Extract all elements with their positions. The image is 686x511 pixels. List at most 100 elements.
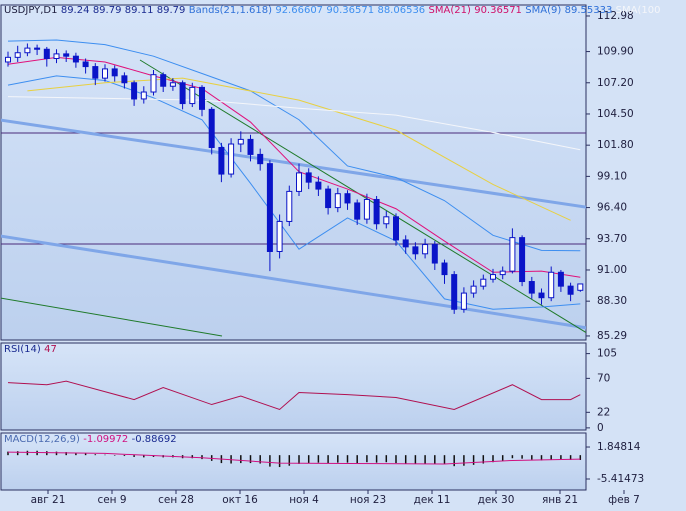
y-tick-label: 0 (597, 422, 604, 434)
y-tick-label: 99.10 (597, 170, 627, 182)
indicator-line (7, 451, 581, 465)
candle-body (53, 53, 60, 60)
candle-body (5, 56, 11, 63)
y-tick-label: 70 (597, 372, 610, 384)
candle-body (208, 108, 215, 148)
y-tick-label: 105 (597, 348, 617, 360)
macd-value: -1.09972 (83, 434, 128, 445)
candle-body (121, 75, 128, 84)
candle-body (160, 74, 167, 87)
y-tick-label: 93.70 (597, 233, 627, 245)
rsi-value: 47 (44, 344, 57, 355)
y-tick-label: 85.29 (597, 330, 627, 342)
main-panel (0, 4, 587, 341)
candle-body (72, 55, 79, 63)
y-tick-label: 109.90 (597, 46, 634, 58)
channel-line (1, 118, 586, 209)
candle-body (412, 246, 419, 255)
candle-body (140, 91, 147, 100)
y-tick-label: 107.20 (597, 77, 634, 89)
channel-line (1, 234, 586, 330)
bands-upper: 92.66607 (275, 5, 323, 16)
candle-body (296, 172, 302, 192)
candle-body (325, 188, 332, 209)
candle-body (169, 82, 176, 87)
x-tick-label: ноя 4 (289, 494, 319, 506)
candle-body (509, 237, 516, 272)
candle-body (131, 82, 138, 100)
x-tick-label: окт 16 (222, 494, 258, 506)
candle-body (92, 66, 99, 79)
open-value: 89.24 (61, 5, 90, 16)
rsi-header: RSI(14) 47 (4, 343, 57, 355)
signal-value: -0.88692 (132, 434, 177, 445)
indicator-line (7, 380, 581, 411)
candle-body (276, 220, 283, 252)
candle-body (43, 48, 50, 60)
candle-body (237, 138, 244, 145)
candle-body (393, 216, 399, 241)
rsi-label: RSI(14) (4, 344, 41, 355)
candle-body (354, 202, 361, 220)
bands-middle: 90.36571 (326, 5, 374, 16)
candle-body (266, 163, 273, 252)
y-tick-label: 88.30 (597, 295, 627, 307)
x-tick-label: сен 9 (97, 494, 126, 506)
y-tick-label: 101.80 (597, 139, 634, 151)
candle-body (315, 181, 322, 190)
x-tick-label: янв 21 (542, 494, 578, 506)
indicator-line (7, 39, 581, 252)
candle-body (499, 270, 506, 276)
trend-line (1, 297, 223, 337)
candle-body (567, 285, 574, 295)
plot-layer: 85.29 88.30 91.00 93.70 96.40 99.10 101.80 104.… (5, 10, 644, 506)
candle-body (519, 237, 526, 283)
x-tick-label: дек 30 (478, 494, 515, 506)
y-tick-label: 96.40 (597, 202, 627, 214)
y-tick-label: 22 (597, 406, 610, 418)
panel-layer (5, 39, 584, 314)
candle-body (305, 172, 312, 183)
candle-body (557, 271, 564, 287)
x-tick-label: авг 21 (31, 494, 66, 506)
sma21-label: SMA(21) (429, 5, 471, 16)
y-tick-label: 91.00 (597, 264, 627, 276)
candle-body (334, 193, 341, 209)
candle-body (373, 198, 380, 225)
candle-body (402, 239, 409, 248)
sma9-label: SMA(9) (525, 5, 561, 16)
symbol: USDJPY,D1 (4, 5, 57, 16)
candle-body (286, 190, 293, 222)
candle-body (218, 146, 225, 175)
y-tick-label: 1.84814 (597, 441, 641, 453)
candle-body (577, 283, 584, 291)
candle-body (344, 193, 351, 204)
candle-body (150, 74, 157, 93)
panel-layer (7, 450, 582, 468)
candle-body (441, 262, 448, 276)
candle-body (528, 281, 535, 294)
candle-body (431, 244, 438, 264)
high-value: 89.79 (93, 5, 122, 16)
x-tick-label: дек 11 (414, 494, 451, 506)
bands-label: Bands(21,1.618) (189, 5, 272, 16)
bands-lower: 88.06536 (377, 5, 425, 16)
x-tick-label: фев 7 (608, 494, 640, 506)
macd-header: MACD(12,26,9) -1.09972 -0.88692 (4, 433, 177, 445)
candle-body (82, 61, 89, 68)
candle-body (24, 47, 31, 54)
candle-body (422, 244, 429, 255)
macd-label: MACD(12,26,9) (4, 434, 80, 445)
candle-body (363, 198, 370, 220)
sma100-label: SMA(100 (616, 5, 661, 16)
candle-body (451, 274, 458, 310)
candle-body (257, 153, 264, 165)
candle-body (102, 68, 108, 79)
candle-body (538, 292, 545, 299)
candle-body (199, 86, 205, 110)
y-tick-label: 112.98 (597, 10, 634, 22)
y-tick-label: 104.50 (597, 108, 634, 120)
candle-body (179, 82, 186, 105)
candle-body (34, 47, 41, 50)
close-value: 89.79 (157, 5, 186, 16)
